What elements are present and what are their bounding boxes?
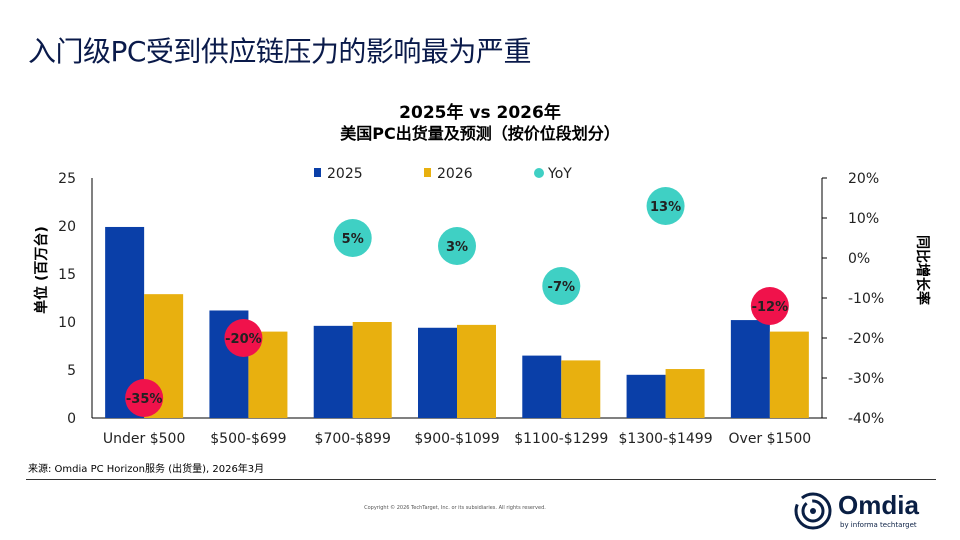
y2-tick-label: -40% (848, 411, 884, 427)
divider (26, 479, 936, 480)
logo-subtext: by informa techtarget (840, 521, 917, 529)
y-tick-label: 10 (58, 315, 76, 331)
yoy-point (542, 267, 581, 305)
yoy-data-label: 13% (650, 200, 681, 215)
logo-wordmark: Omdia (838, 490, 919, 520)
yoy-data-label: -7% (548, 280, 575, 295)
bar-2026 (457, 324, 496, 418)
yoy-point (646, 187, 685, 225)
bar-2026 (665, 369, 705, 418)
yoy-point (125, 379, 164, 417)
yoy-data-label: -35% (126, 392, 163, 407)
x-tick-label: $900-$1099 (414, 431, 499, 447)
y2-tick-label: 0% (848, 251, 870, 267)
y2-tick-label: -10% (848, 291, 884, 307)
x-tick-label: $500-$699 (210, 431, 286, 447)
yoy-point (438, 227, 476, 265)
bar-2026 (352, 322, 392, 418)
bar-2025 (313, 325, 353, 418)
omdia-logo-icon (794, 492, 832, 530)
yoy-data-label: -20% (225, 332, 262, 347)
yoy-data-label: -12% (752, 300, 789, 315)
bar-2025 (730, 320, 770, 418)
legend-label: YoY (547, 166, 572, 182)
legend-label: 2026 (437, 166, 473, 182)
y-axis-label: 单位 (百万台) (33, 226, 50, 314)
yoy-data-label: 3% (446, 240, 468, 255)
x-tick-label: $1100-$1299 (514, 431, 608, 447)
yoy-point (224, 319, 263, 357)
chart-subtitle: 美国PC出货量及预测（按价位段划分） (340, 124, 620, 143)
yoy-data-label: 5% (342, 232, 364, 247)
y-tick-label: 25 (58, 171, 76, 187)
bar-2025 (522, 355, 562, 418)
y-tick-label: 5 (67, 363, 76, 379)
y-tick-label: 20 (58, 219, 76, 235)
slide-title: 入门级PC受到供应链压力的影响最为严重 (28, 35, 531, 68)
bar-2025 (626, 374, 666, 418)
copyright: Copyright © 2026 TechTarget, Inc. or its… (364, 505, 546, 511)
y-tick-label: 0 (67, 411, 76, 427)
bar-2025 (418, 327, 457, 418)
legend-label: 2025 (327, 166, 363, 182)
y2-tick-label: -30% (848, 371, 884, 387)
yoy-point (750, 287, 789, 325)
y-tick-label: 15 (58, 267, 76, 283)
x-tick-label: $700-$899 (315, 431, 391, 447)
bar-2026 (561, 360, 601, 418)
legend-swatch-YoY (534, 168, 544, 178)
y2-axis-label: 同比增长率 (914, 235, 931, 305)
y2-tick-label: -20% (848, 331, 884, 347)
legend-swatch-2025 (314, 168, 321, 177)
x-tick-label: Over $1500 (729, 431, 812, 447)
x-tick-label: Under $500 (103, 431, 185, 447)
yoy-point (333, 219, 372, 257)
source-note: 来源: Omdia PC Horizon服务 (出货量), 2026年3月 (28, 464, 265, 475)
legend-swatch-2026 (424, 168, 431, 177)
bar-2026 (769, 331, 809, 418)
x-tick-label: $1300-$1499 (619, 431, 713, 447)
chart-title: 2025年 vs 2026年 (399, 103, 561, 123)
y2-tick-label: 10% (848, 211, 879, 227)
y2-tick-label: 20% (848, 171, 879, 187)
